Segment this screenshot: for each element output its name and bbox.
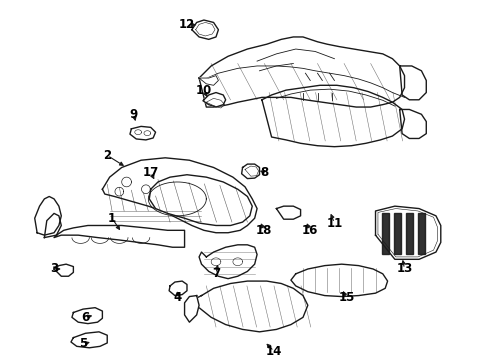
Text: 7: 7 — [212, 267, 220, 280]
Polygon shape — [382, 213, 389, 255]
Polygon shape — [71, 332, 107, 348]
Polygon shape — [203, 93, 226, 107]
Text: 5: 5 — [79, 337, 87, 350]
Text: 16: 16 — [302, 224, 318, 237]
Text: 2: 2 — [103, 149, 111, 162]
Polygon shape — [102, 158, 257, 233]
Polygon shape — [418, 213, 425, 255]
Text: 3: 3 — [50, 262, 58, 275]
Text: 4: 4 — [173, 292, 181, 305]
Polygon shape — [35, 197, 61, 235]
Polygon shape — [276, 206, 300, 219]
Polygon shape — [291, 264, 388, 297]
Polygon shape — [406, 213, 413, 255]
Polygon shape — [394, 213, 401, 255]
Text: 11: 11 — [326, 217, 343, 230]
Polygon shape — [400, 109, 426, 139]
Polygon shape — [72, 308, 102, 324]
Text: 13: 13 — [396, 262, 413, 275]
Polygon shape — [54, 225, 185, 247]
Polygon shape — [199, 76, 219, 85]
Text: 17: 17 — [143, 166, 159, 179]
Text: 1: 1 — [108, 212, 116, 225]
Text: 6: 6 — [81, 311, 90, 324]
Polygon shape — [400, 66, 426, 100]
Polygon shape — [192, 281, 308, 332]
Polygon shape — [54, 264, 74, 276]
Polygon shape — [192, 20, 219, 39]
Text: 8: 8 — [260, 166, 269, 179]
Text: 9: 9 — [130, 108, 138, 121]
Polygon shape — [262, 85, 405, 147]
Polygon shape — [45, 213, 61, 238]
Polygon shape — [242, 164, 260, 179]
Polygon shape — [185, 296, 199, 322]
Text: 10: 10 — [196, 84, 212, 96]
Polygon shape — [149, 175, 252, 225]
Polygon shape — [375, 206, 441, 259]
Text: 15: 15 — [338, 292, 355, 305]
Text: 18: 18 — [256, 224, 272, 237]
Polygon shape — [169, 281, 187, 296]
Polygon shape — [199, 37, 405, 107]
Polygon shape — [130, 126, 155, 140]
Text: 12: 12 — [179, 18, 195, 31]
Polygon shape — [199, 245, 257, 279]
Text: 14: 14 — [266, 345, 282, 358]
